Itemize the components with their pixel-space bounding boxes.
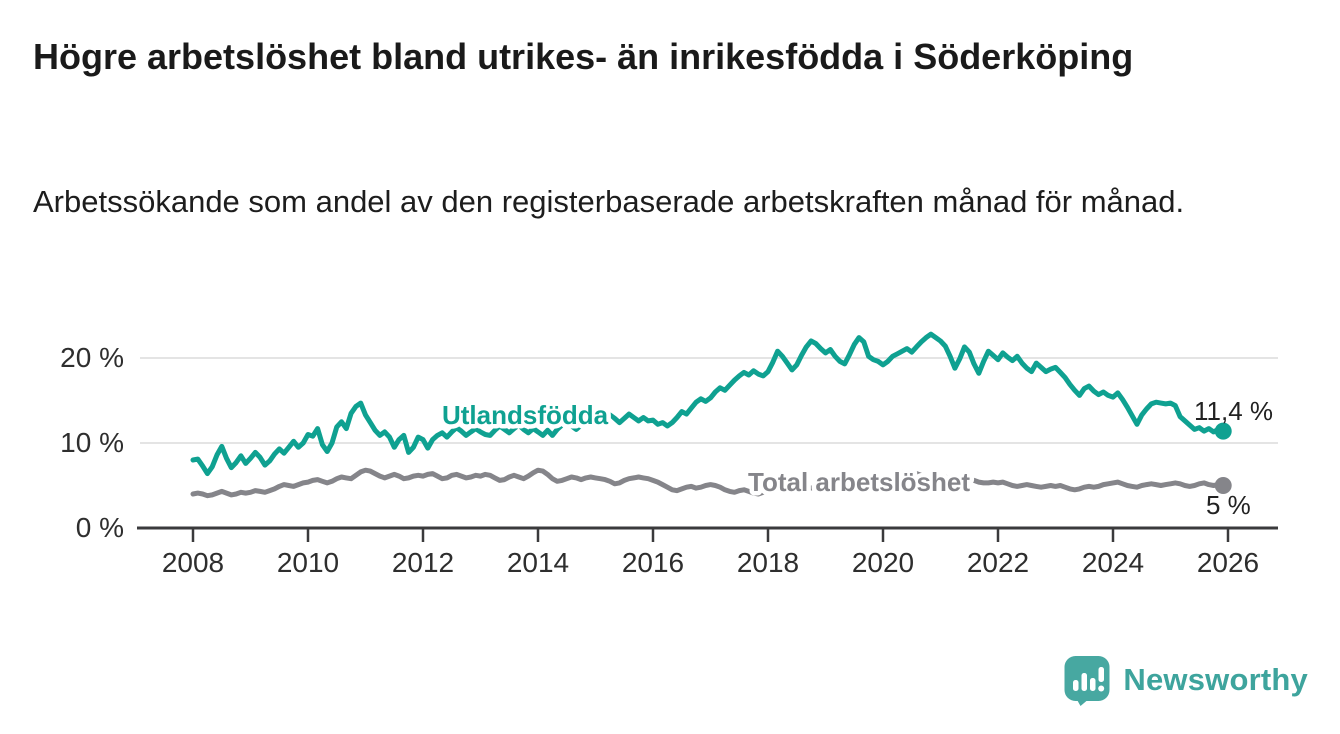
newsworthy-logo[interactable]: Newsworthy xyxy=(1063,654,1308,706)
x-axis-tick-label: 2014 xyxy=(507,547,569,578)
x-axis-tick-label: 2010 xyxy=(277,547,339,578)
x-axis-tick-label: 2016 xyxy=(622,547,684,578)
series-label-total: Total arbetslöshet xyxy=(748,467,970,497)
x-axis-tick-label: 2024 xyxy=(1082,547,1144,578)
x-axis-tick-label: 2012 xyxy=(392,547,454,578)
series-line-total xyxy=(190,467,1226,499)
page-subtitle: Arbetssökande som andel av den registerb… xyxy=(33,184,1185,219)
x-axis-tick-label: 2008 xyxy=(162,547,224,578)
y-axis-tick-label: 0 % xyxy=(76,512,124,543)
x-axis-tick-label: 2020 xyxy=(852,547,914,578)
series-line-utlandsfodda xyxy=(190,331,1226,477)
page-title: Högre arbetslöshet bland utrikes- än inr… xyxy=(33,36,1134,77)
y-axis-tick-label: 20 % xyxy=(60,342,124,373)
newsworthy-brand-text: Newsworthy xyxy=(1123,662,1308,697)
x-axis-tick-label: 2018 xyxy=(737,547,799,578)
series-end-dot-total xyxy=(1214,477,1232,494)
y-axis-tick-label: 10 % xyxy=(60,427,124,458)
series-end-value-label: 5 % xyxy=(1206,490,1251,520)
series-end-value-label: 11,4 % xyxy=(1194,396,1273,426)
series-end-dot-utlandsfodda xyxy=(1214,422,1232,440)
newsworthy-speech-bubble-bar-chart-icon xyxy=(1064,656,1110,706)
x-axis-tick-label: 2022 xyxy=(967,547,1029,578)
x-axis-tick-label: 2026 xyxy=(1197,547,1259,578)
series-label-utlandsfodda: Utlandsfödda xyxy=(442,400,609,430)
